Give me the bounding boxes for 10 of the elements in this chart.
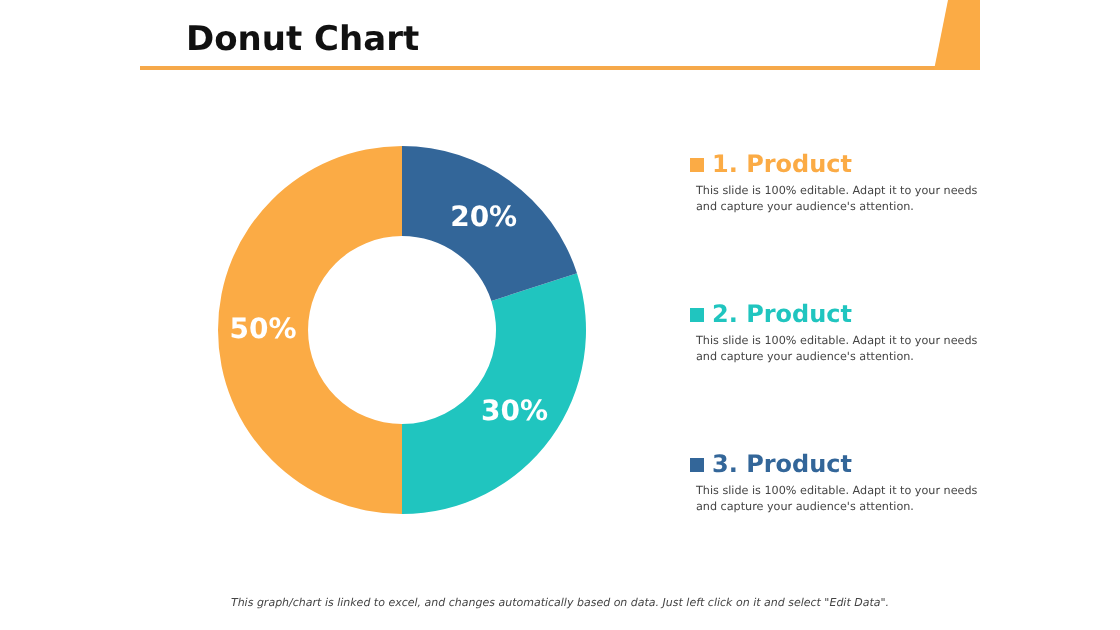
chart-title: Donut Chart — [186, 20, 420, 60]
donut-slice — [218, 146, 402, 514]
legend-label: 3. Product — [712, 450, 853, 478]
data-label: 50% — [229, 314, 297, 346]
legend-label: 2. Product — [712, 300, 853, 328]
donut-slice — [402, 273, 586, 514]
data-label: 30% — [480, 395, 548, 428]
donut-slice — [402, 146, 577, 301]
data-label: 20% — [450, 201, 518, 234]
legend-label: 1. Product — [712, 150, 853, 178]
